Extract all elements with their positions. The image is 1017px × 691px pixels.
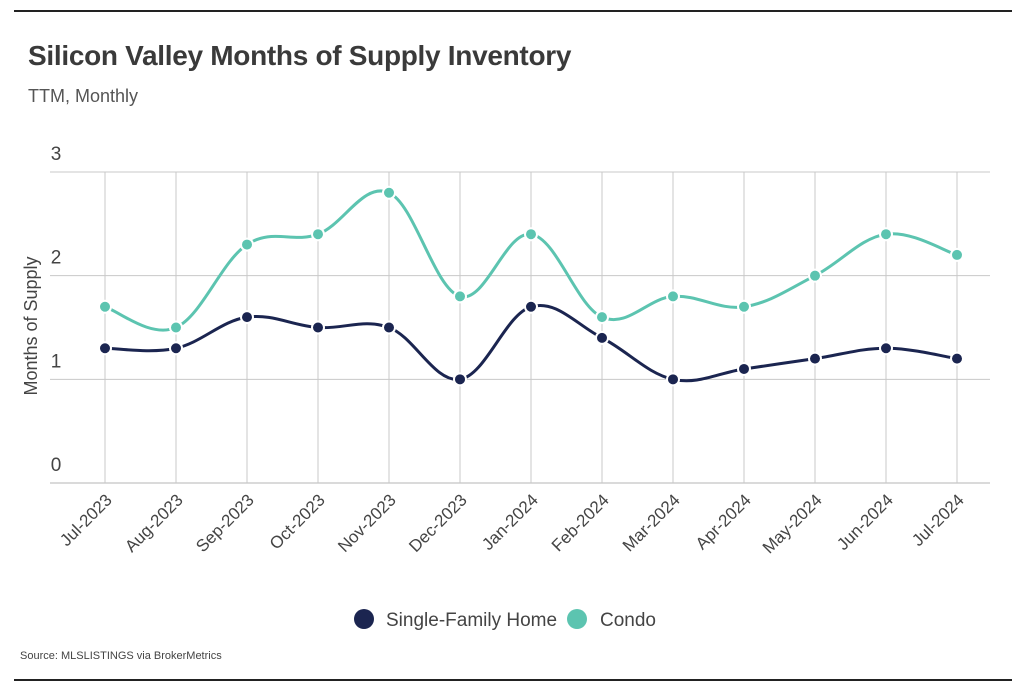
data-point-condo	[98, 299, 112, 314]
y-axis-ticks: 0 1 2 3	[51, 144, 62, 476]
data-point-condo	[311, 227, 325, 242]
data-point-single-family-home	[879, 341, 893, 356]
data-point-condo	[382, 185, 396, 200]
x-axis-ticks: Jul-2023 Aug-2023 Sep-2023 Oct-2023 Nov-2023…	[56, 490, 968, 557]
legend-label-single-family-home: Single-Family Home	[386, 610, 557, 631]
data-point-single-family-home	[950, 351, 964, 366]
data-point-single-family-home	[240, 310, 254, 325]
bottom-rule	[14, 679, 1012, 681]
legend-marker-single-family-home	[354, 609, 374, 629]
data-point-condo	[666, 289, 680, 304]
data-point-condo	[453, 289, 467, 304]
legend-marker-condo	[567, 609, 587, 629]
x-tick-label: Nov-2023	[334, 490, 400, 556]
data-point-single-family-home	[808, 351, 822, 366]
data-point-single-family-home	[595, 330, 609, 345]
data-point-single-family-home	[98, 341, 112, 356]
y-tick-label: 0	[51, 455, 62, 476]
grid	[50, 171, 990, 484]
source-note: Source: MLSLISTINGS via BrokerMetrics	[20, 650, 222, 662]
top-rule	[14, 10, 1012, 12]
y-tick-label: 3	[51, 144, 62, 165]
data-point-condo	[169, 320, 183, 335]
x-tick-label: Jan-2024	[478, 490, 542, 554]
x-tick-label: Jul-2023	[56, 490, 116, 550]
x-tick-label: Aug-2023	[121, 490, 187, 556]
x-tick-label: Jun-2024	[833, 490, 897, 554]
data-point-single-family-home	[666, 372, 680, 387]
x-tick-label: Apr-2024	[692, 490, 755, 553]
legend: Single-Family Home Condo	[354, 609, 656, 631]
data-point-single-family-home	[169, 341, 183, 356]
data-point-single-family-home	[382, 320, 396, 335]
x-tick-label: Sep-2023	[192, 490, 258, 556]
data-point-condo	[808, 268, 822, 283]
data-point-single-family-home	[453, 372, 467, 387]
data-point-single-family-home	[524, 299, 538, 314]
chart-title: Silicon Valley Months of Supply Inventor…	[28, 40, 572, 71]
data-point-condo	[595, 310, 609, 325]
data-point-single-family-home	[737, 361, 751, 376]
y-tick-label: 1	[51, 351, 62, 372]
legend-label-condo: Condo	[600, 610, 656, 631]
data-point-condo	[879, 227, 893, 242]
chart-subtitle: TTM, Monthly	[28, 86, 139, 106]
data-point-condo	[737, 299, 751, 314]
x-tick-label: Oct-2023	[266, 490, 329, 553]
x-tick-label: Jul-2024	[908, 490, 968, 550]
x-tick-label: Feb-2024	[548, 490, 613, 555]
y-axis-label: Months of Supply	[21, 256, 41, 395]
x-tick-label: Dec-2023	[405, 490, 471, 556]
data-point-condo	[240, 237, 254, 252]
data-point-condo	[524, 227, 538, 242]
data-point-single-family-home	[311, 320, 325, 335]
y-tick-label: 2	[51, 248, 62, 269]
data-point-condo	[950, 247, 964, 262]
x-tick-label: Mar-2024	[619, 490, 684, 555]
series-group	[98, 185, 964, 387]
x-tick-label: May-2024	[759, 490, 826, 557]
